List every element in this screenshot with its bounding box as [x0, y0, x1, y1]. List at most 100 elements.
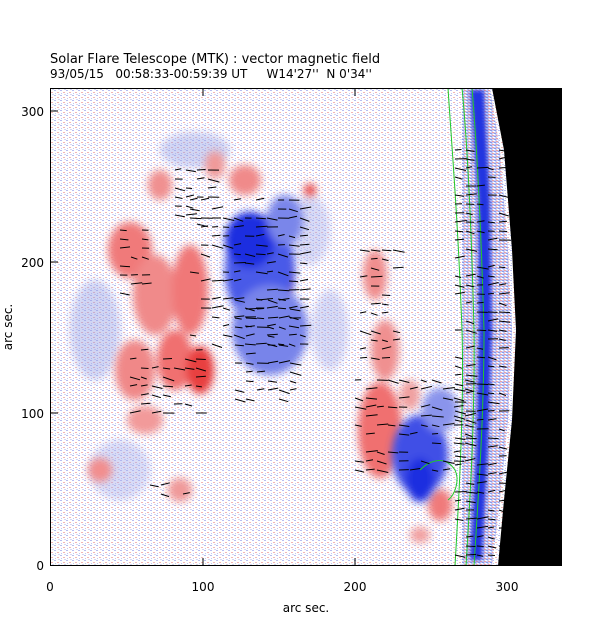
field-vector — [487, 437, 499, 440]
field-vector — [487, 392, 495, 395]
plot-frame — [50, 88, 562, 566]
field-vector — [288, 305, 298, 309]
field-vector — [151, 410, 162, 414]
field-vector — [222, 297, 234, 300]
field-vector — [174, 187, 186, 192]
field-vector — [442, 423, 455, 426]
field-vector — [476, 535, 484, 538]
field-vector — [465, 320, 475, 325]
field-vector — [200, 225, 209, 228]
field-vector — [119, 229, 127, 232]
field-vector — [278, 344, 289, 347]
field-vector — [256, 388, 265, 391]
field-vector — [162, 376, 175, 382]
field-vector — [233, 315, 245, 318]
field-vector — [245, 362, 254, 365]
field-vector — [354, 460, 364, 463]
field-vector — [381, 346, 392, 350]
field-vector — [233, 198, 241, 201]
field-vector — [299, 217, 310, 222]
field-vector — [476, 301, 484, 304]
field-vector — [288, 271, 301, 274]
field-vector — [299, 262, 308, 265]
vector-field-arrows — [119, 149, 511, 558]
field-vector — [381, 311, 389, 314]
field-vector — [498, 149, 509, 153]
field-vector — [381, 339, 388, 343]
field-vector — [299, 334, 306, 338]
field-vector — [288, 235, 296, 239]
field-vector — [233, 278, 242, 282]
field-vector — [487, 445, 498, 448]
field-vector — [222, 307, 231, 311]
field-vector — [409, 468, 421, 471]
field-vector — [266, 288, 278, 291]
field-vector — [200, 278, 211, 282]
field-vector — [465, 273, 476, 277]
field-vector — [256, 308, 264, 310]
field-vector — [245, 325, 255, 328]
field-vector — [129, 357, 137, 360]
field-vector — [464, 424, 474, 428]
field-vector — [129, 384, 138, 387]
field-vector — [365, 387, 378, 390]
figure-subtitle: 93/05/15 00:58:33-00:59:39 UT W14'27'' N… — [50, 67, 372, 81]
field-vector — [151, 366, 159, 369]
field-vector — [376, 469, 389, 473]
field-vector — [189, 334, 197, 337]
magnetogram-image — [50, 88, 562, 566]
field-vector — [476, 275, 484, 279]
field-vector — [211, 244, 224, 249]
field-vector — [233, 253, 241, 256]
field-vector — [476, 545, 484, 547]
field-vector — [465, 230, 475, 235]
field-vector — [476, 230, 485, 234]
field-vector — [130, 282, 143, 285]
field-vector — [370, 267, 380, 271]
field-vector — [465, 149, 475, 152]
field-vector — [420, 385, 433, 390]
field-vector — [162, 385, 174, 388]
field-vector — [233, 217, 244, 222]
field-vector — [189, 271, 199, 274]
field-vector — [370, 357, 380, 360]
field-vector — [465, 345, 475, 349]
field-vector — [465, 491, 478, 494]
field-vector — [487, 237, 498, 241]
field-vector — [245, 317, 257, 320]
field-vector — [288, 208, 298, 213]
field-vector — [255, 233, 265, 237]
field-vector — [174, 168, 182, 171]
field-vector — [465, 482, 475, 485]
field-vector — [184, 403, 193, 407]
field-vector — [151, 385, 163, 389]
field-vector — [359, 356, 368, 359]
field-vector — [140, 367, 149, 369]
field-vector — [359, 347, 367, 350]
field-vector — [476, 329, 487, 332]
field-vector — [277, 343, 285, 346]
field-vector — [498, 320, 511, 323]
field-vector — [487, 418, 497, 421]
field-vector — [299, 324, 312, 327]
field-vector — [398, 433, 410, 436]
y-axis-ticks — [50, 110, 562, 566]
field-vector — [376, 423, 389, 426]
field-vector — [487, 526, 495, 529]
field-vector — [288, 343, 296, 347]
field-vector — [277, 253, 289, 258]
field-vector — [420, 414, 432, 417]
field-vector — [487, 356, 497, 361]
field-vector — [498, 552, 508, 556]
field-vector — [256, 298, 269, 301]
y-axis-label: arc sec. — [1, 304, 15, 350]
field-vector — [454, 373, 462, 376]
field-vector — [299, 234, 309, 237]
field-vector — [476, 473, 488, 476]
field-vector — [465, 390, 475, 394]
field-vector — [409, 431, 418, 435]
field-vector — [278, 389, 290, 395]
field-vector — [245, 380, 254, 383]
field-vector — [195, 358, 206, 360]
field-vector — [245, 333, 255, 337]
